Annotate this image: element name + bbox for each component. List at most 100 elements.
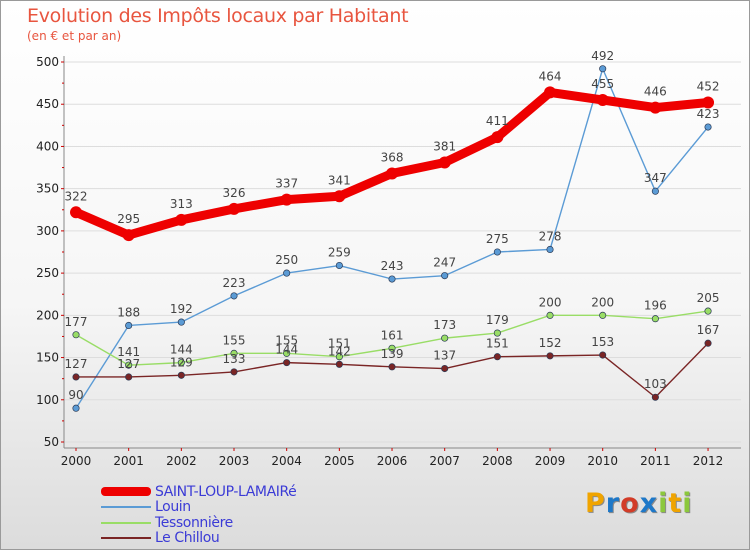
data-label: 127 [117,357,140,371]
data-label: 423 [697,107,720,121]
data-point [599,311,607,319]
logo-letter: i [658,488,669,519]
data-label: 322 [65,189,88,203]
data-point [335,353,343,361]
data-label: 144 [170,343,193,357]
data-point [388,344,396,352]
y-tick-label: 450 [36,97,59,111]
data-point [388,275,396,283]
logo-letter: o [620,488,640,519]
data-label: 153 [591,335,614,349]
data-point [599,351,607,359]
data-point [438,156,451,169]
x-tick-label: 2012 [693,454,724,468]
data-point [441,272,449,280]
data-point [493,353,501,361]
data-point [72,404,80,412]
data-point [70,206,82,219]
data-label: 259 [328,246,351,260]
data-label: 152 [539,336,562,350]
legend-item: Le Chillou [101,530,296,547]
legend-swatch [101,521,151,524]
logo-letter: P [585,488,606,519]
data-point [72,373,80,381]
data-point [441,364,449,373]
data-label: 411 [486,114,509,128]
logo-letter: r [605,488,621,519]
data-label: 151 [328,337,351,351]
logo-letter: x [639,488,659,519]
data-point [704,307,712,315]
data-label: 200 [591,295,614,309]
data-point [283,349,291,357]
data-label: 247 [433,256,456,270]
data-label: 133 [223,352,246,366]
data-label: 250 [275,253,298,267]
data-point [125,373,133,381]
data-point [651,315,659,323]
data-label: 129 [170,355,193,369]
data-label: 141 [117,345,140,359]
legend-item: SAINT-LOUP-LAMAIRé [101,483,297,500]
data-point [280,193,293,206]
x-tick-label: 2006 [377,454,408,468]
data-point [386,167,399,180]
x-tick-label: 2007 [429,454,460,468]
data-label: 205 [697,291,720,305]
data-label: 200 [539,295,562,309]
legend-item: Louin [101,499,296,515]
data-point [230,292,238,300]
data-point [491,131,504,144]
data-point [649,101,662,114]
data-point [335,360,343,368]
data-point [599,65,607,73]
data-point [177,318,185,326]
data-label: 337 [275,177,298,191]
data-point [177,359,185,367]
chart-title: Evolution des Impôts locaux par Habitant [27,5,409,27]
data-point [228,202,241,215]
legend-label: SAINT-LOUP-LAMAIRé [155,483,297,500]
y-tick-label: 350 [36,182,59,196]
data-label: 103 [644,377,667,391]
y-tick-label: 400 [36,139,59,153]
x-tick-label: 2000 [61,454,92,468]
data-label: 155 [223,333,246,347]
x-tick-label: 2005 [324,454,355,468]
y-tick-label: 100 [36,393,59,407]
x-tick-label: 2001 [113,454,144,468]
data-label: 275 [486,232,509,246]
data-label: 196 [644,299,667,313]
data-point [546,311,554,319]
data-point [335,261,343,270]
x-tick-label: 2011 [640,454,671,468]
data-point [441,334,449,342]
logo-letter: i [682,488,693,519]
data-point [72,331,80,339]
data-label: 177 [65,315,88,329]
proxiti-logo: Proxiti [585,488,693,519]
x-tick-label: 2003 [219,454,250,468]
data-label: 446 [644,85,667,99]
data-label: 188 [117,305,140,319]
data-label: 161 [381,328,404,342]
data-label: 173 [433,318,456,332]
data-point [175,213,188,226]
x-tick-label: 2002 [166,454,197,468]
data-label: 341 [328,173,351,187]
x-tick-label: 2009 [535,454,566,468]
data-label: 144 [275,343,298,357]
legend-swatch [101,487,151,497]
data-label: 492 [591,49,614,63]
data-label: 313 [170,197,193,211]
data-label: 455 [591,77,614,91]
data-point [651,393,659,401]
legend-swatch [101,537,151,540]
legend-label: Le Chillou [155,530,220,547]
x-tick-label: 2004 [271,454,302,468]
data-label: 223 [223,276,246,290]
legend-item: Tessonnière [101,515,296,531]
data-label: 139 [381,347,404,361]
data-point [283,359,291,367]
data-point [122,229,135,242]
